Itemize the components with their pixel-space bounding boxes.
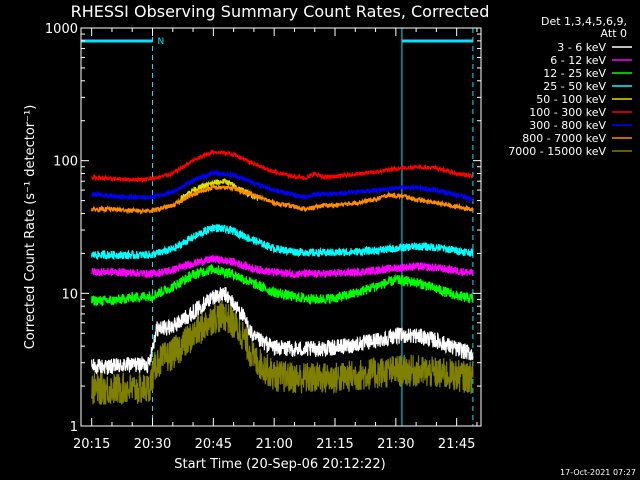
night-marker-label: N <box>158 37 165 47</box>
x-tick-label: 21:30 <box>377 437 414 452</box>
legend-label: 7000 - 15000 keV <box>508 145 606 158</box>
series-line-25-50-kev <box>91 223 474 261</box>
x-tick-label: 21:45 <box>438 437 475 452</box>
series-line-300-800-kev <box>91 169 474 204</box>
legend-label: 50 - 100 keV <box>536 93 606 106</box>
x-axis: 20:15 20:30 20:45 21:00 21:15 21:30 21:45 <box>73 28 478 452</box>
x-tick-label: 21:15 <box>316 437 353 452</box>
legend-label: 300 - 800 keV <box>529 119 606 132</box>
series-line-7000-15000-kev <box>91 300 474 405</box>
x-tick-label: 20:30 <box>134 437 171 452</box>
legend-label: 12 - 25 keV <box>543 67 606 80</box>
legend-header: Det 1,3,4,5,6,9, <box>541 15 627 28</box>
x-axis-label: Start Time (20-Sep-06 20:12:22) <box>174 457 385 472</box>
legend-label: 3 - 6 keV <box>557 41 606 54</box>
y-tick-label: 1000 <box>45 22 78 37</box>
x-tick-label: 20:15 <box>73 437 110 452</box>
series-group <box>91 148 474 405</box>
x-tick-label: 20:45 <box>195 437 232 452</box>
footer-date: 17-Oct-2021 07:27 <box>560 468 636 477</box>
y-axis-label: Corrected Count Rate (s⁻¹ detector⁻¹) <box>23 105 38 350</box>
legend-label: 6 - 12 keV <box>550 54 606 67</box>
y-tick-label: 10 <box>61 287 78 302</box>
series-line-12-25-kev <box>91 264 474 307</box>
legend-label: 800 - 7000 keV <box>522 132 606 145</box>
plot-frame <box>80 27 482 427</box>
legend-label: 25 - 50 keV <box>543 80 606 93</box>
series-line-800-7000-kev <box>91 184 474 215</box>
series-line-100-300-kev <box>91 148 474 184</box>
y-tick-label: 1 <box>70 420 78 435</box>
x-tick-label: 21:00 <box>255 437 292 452</box>
series-line-6-12-kev <box>91 254 474 279</box>
legend-label: 100 - 300 keV <box>529 106 606 119</box>
y-tick-label: 100 <box>53 155 78 170</box>
chart-title: RHESSI Observing Summary Count Rates, Co… <box>71 2 490 21</box>
series-line-3-6-kev <box>91 287 474 375</box>
legend-header: Att 0 <box>601 27 627 40</box>
